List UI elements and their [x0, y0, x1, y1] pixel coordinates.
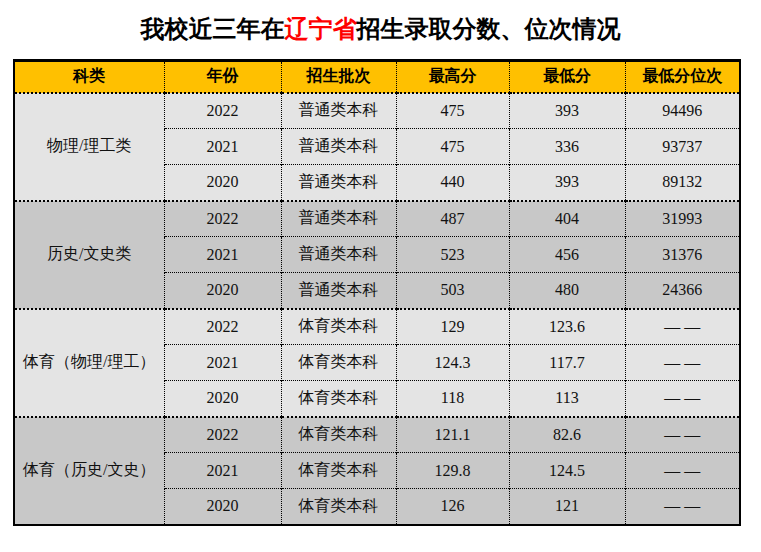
batch-cell: 体育类本科 — [281, 381, 396, 417]
min-rank-cell: — — — [625, 345, 740, 381]
page-title: 我校近三年在辽宁省招生录取分数、位次情况 — [0, 13, 761, 45]
min-score-cell: 393 — [509, 93, 625, 129]
title-suffix: 招生录取分数、位次情况 — [357, 15, 621, 42]
min-rank-cell: — — — [625, 453, 740, 489]
year-cell: 2020 — [164, 381, 281, 417]
batch-cell: 普通类本科 — [281, 93, 396, 129]
min-rank-cell: 89132 — [625, 165, 740, 201]
group-sports-physics: 体育（物理/理工） 2022 体育类本科 129 123.6 — — 2021 … — [14, 309, 740, 417]
year-cell: 2022 — [164, 201, 281, 237]
group-sports-history: 体育（历史/文史） 2022 体育类本科 121.1 82.6 — — 2021… — [14, 417, 740, 525]
year-cell: 2021 — [164, 345, 281, 381]
year-cell: 2021 — [164, 129, 281, 165]
batch-cell: 体育类本科 — [281, 417, 396, 453]
min-rank-cell: 31376 — [625, 237, 740, 273]
max-score-cell: 129.8 — [396, 453, 509, 489]
min-score-cell: 336 — [509, 129, 625, 165]
max-score-cell: 503 — [396, 273, 509, 309]
max-score-cell: 118 — [396, 381, 509, 417]
year-cell: 2022 — [164, 93, 281, 129]
category-cell: 历史/文史类 — [14, 201, 164, 309]
batch-cell: 普通类本科 — [281, 273, 396, 309]
max-score-cell: 523 — [396, 237, 509, 273]
category-cell: 体育（历史/文史） — [14, 417, 164, 525]
batch-cell: 体育类本科 — [281, 489, 396, 525]
min-rank-cell: 94496 — [625, 93, 740, 129]
year-cell: 2022 — [164, 309, 281, 345]
max-score-cell: 129 — [396, 309, 509, 345]
admissions-table: 科类 年份 招生批次 最高分 最低分 最低分位次 物理/理工类 2022 普通类… — [13, 59, 741, 526]
header-year: 年份 — [164, 61, 281, 93]
table-row: 历史/文史类 2022 普通类本科 487 404 31993 — [14, 201, 740, 237]
min-score-cell: 121 — [509, 489, 625, 525]
min-score-cell: 117.7 — [509, 345, 625, 381]
max-score-cell: 121.1 — [396, 417, 509, 453]
max-score-cell: 487 — [396, 201, 509, 237]
min-score-cell: 393 — [509, 165, 625, 201]
max-score-cell: 124.3 — [396, 345, 509, 381]
min-score-cell: 456 — [509, 237, 625, 273]
group-physics: 物理/理工类 2022 普通类本科 475 393 94496 2021 普通类… — [14, 93, 740, 201]
min-rank-cell: 24366 — [625, 273, 740, 309]
batch-cell: 普通类本科 — [281, 165, 396, 201]
max-score-cell: 475 — [396, 129, 509, 165]
year-cell: 2021 — [164, 453, 281, 489]
min-score-cell: 113 — [509, 381, 625, 417]
batch-cell: 体育类本科 — [281, 345, 396, 381]
min-rank-cell: 31993 — [625, 201, 740, 237]
table-row: 物理/理工类 2022 普通类本科 475 393 94496 — [14, 93, 740, 129]
header-row: 科类 年份 招生批次 最高分 最低分 最低分位次 — [14, 61, 740, 93]
header-max-score: 最高分 — [396, 61, 509, 93]
min-score-cell: 124.5 — [509, 453, 625, 489]
max-score-cell: 475 — [396, 93, 509, 129]
min-rank-cell: — — — [625, 489, 740, 525]
category-cell: 体育（物理/理工） — [14, 309, 164, 417]
batch-cell: 普通类本科 — [281, 237, 396, 273]
header-min-score: 最低分 — [509, 61, 625, 93]
year-cell: 2020 — [164, 165, 281, 201]
year-cell: 2021 — [164, 237, 281, 273]
year-cell: 2022 — [164, 417, 281, 453]
page: 我校近三年在辽宁省招生录取分数、位次情况 科类 年份 招生批次 最高分 最低分 … — [0, 0, 761, 552]
min-score-cell: 480 — [509, 273, 625, 309]
title-prefix: 我校近三年在 — [141, 15, 285, 42]
header-batch: 招生批次 — [281, 61, 396, 93]
title-highlight: 辽宁省 — [285, 15, 357, 42]
admissions-table-wrap: 科类 年份 招生批次 最高分 最低分 最低分位次 物理/理工类 2022 普通类… — [13, 59, 741, 526]
min-score-cell: 404 — [509, 201, 625, 237]
year-cell: 2020 — [164, 489, 281, 525]
batch-cell: 普通类本科 — [281, 129, 396, 165]
batch-cell: 体育类本科 — [281, 309, 396, 345]
max-score-cell: 126 — [396, 489, 509, 525]
header-category: 科类 — [14, 61, 164, 93]
min-rank-cell: — — — [625, 309, 740, 345]
group-history: 历史/文史类 2022 普通类本科 487 404 31993 2021 普通类… — [14, 201, 740, 309]
table-row: 体育（历史/文史） 2022 体育类本科 121.1 82.6 — — — [14, 417, 740, 453]
max-score-cell: 440 — [396, 165, 509, 201]
min-rank-cell: — — — [625, 417, 740, 453]
min-score-cell: 82.6 — [509, 417, 625, 453]
table-row: 体育（物理/理工） 2022 体育类本科 129 123.6 — — — [14, 309, 740, 345]
category-cell: 物理/理工类 — [14, 93, 164, 201]
year-cell: 2020 — [164, 273, 281, 309]
batch-cell: 体育类本科 — [281, 453, 396, 489]
batch-cell: 普通类本科 — [281, 201, 396, 237]
min-score-cell: 123.6 — [509, 309, 625, 345]
min-rank-cell: 93737 — [625, 129, 740, 165]
header-min-rank: 最低分位次 — [625, 61, 740, 93]
min-rank-cell: — — — [625, 381, 740, 417]
